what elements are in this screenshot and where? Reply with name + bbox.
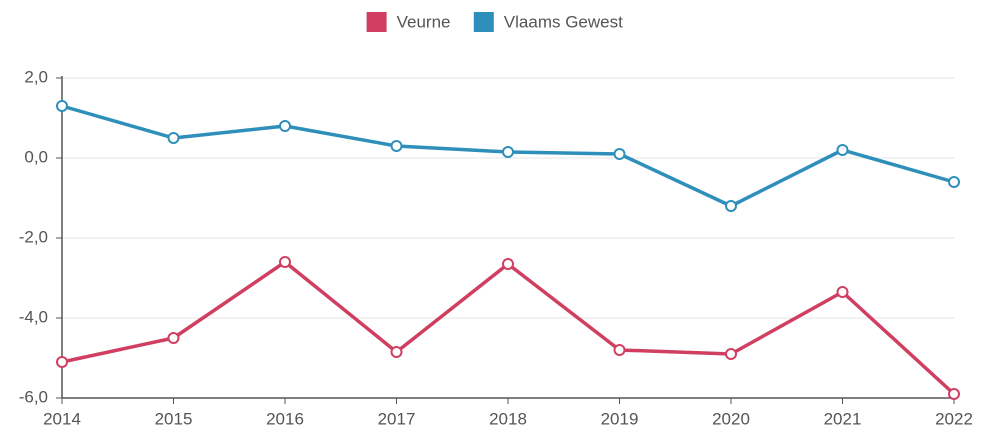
legend-swatch bbox=[473, 12, 494, 32]
x-tick-label: 2014 bbox=[43, 409, 81, 428]
point bbox=[613, 344, 626, 356]
point bbox=[836, 286, 849, 298]
point bbox=[167, 132, 180, 144]
point bbox=[613, 148, 626, 160]
y-tick-label: 2,0 bbox=[24, 67, 48, 86]
point bbox=[167, 332, 180, 344]
legend-label: Vlaams Gewest bbox=[504, 12, 623, 31]
x-tick-label: 2022 bbox=[935, 409, 973, 428]
x-tick-label: 2020 bbox=[712, 409, 750, 428]
x-tick-label: 2015 bbox=[155, 409, 193, 428]
point bbox=[948, 388, 960, 400]
point bbox=[56, 100, 68, 112]
y-tick-label: -2,0 bbox=[19, 227, 48, 246]
point bbox=[836, 144, 849, 156]
point bbox=[502, 146, 514, 158]
point bbox=[390, 346, 403, 358]
x-tick-label: 2017 bbox=[378, 409, 416, 428]
series-line bbox=[61, 260, 956, 396]
point bbox=[725, 348, 737, 360]
y-tick-label: -6,0 bbox=[19, 387, 48, 406]
x-tick-label: 2019 bbox=[601, 409, 639, 428]
point bbox=[56, 356, 68, 368]
x-tick-label: 2018 bbox=[489, 409, 527, 428]
point bbox=[502, 258, 514, 270]
y-tick-label: 0,0 bbox=[24, 147, 48, 166]
x-tick-label: 2021 bbox=[824, 409, 862, 428]
y-tick-label: -4,0 bbox=[19, 307, 48, 326]
point bbox=[390, 140, 403, 152]
legend-label: Veurne bbox=[397, 12, 451, 31]
point bbox=[279, 120, 291, 132]
point bbox=[279, 256, 291, 268]
x-tick-label: 2016 bbox=[266, 409, 304, 428]
legend-swatch bbox=[366, 12, 387, 32]
point bbox=[725, 200, 737, 212]
point bbox=[948, 176, 960, 188]
